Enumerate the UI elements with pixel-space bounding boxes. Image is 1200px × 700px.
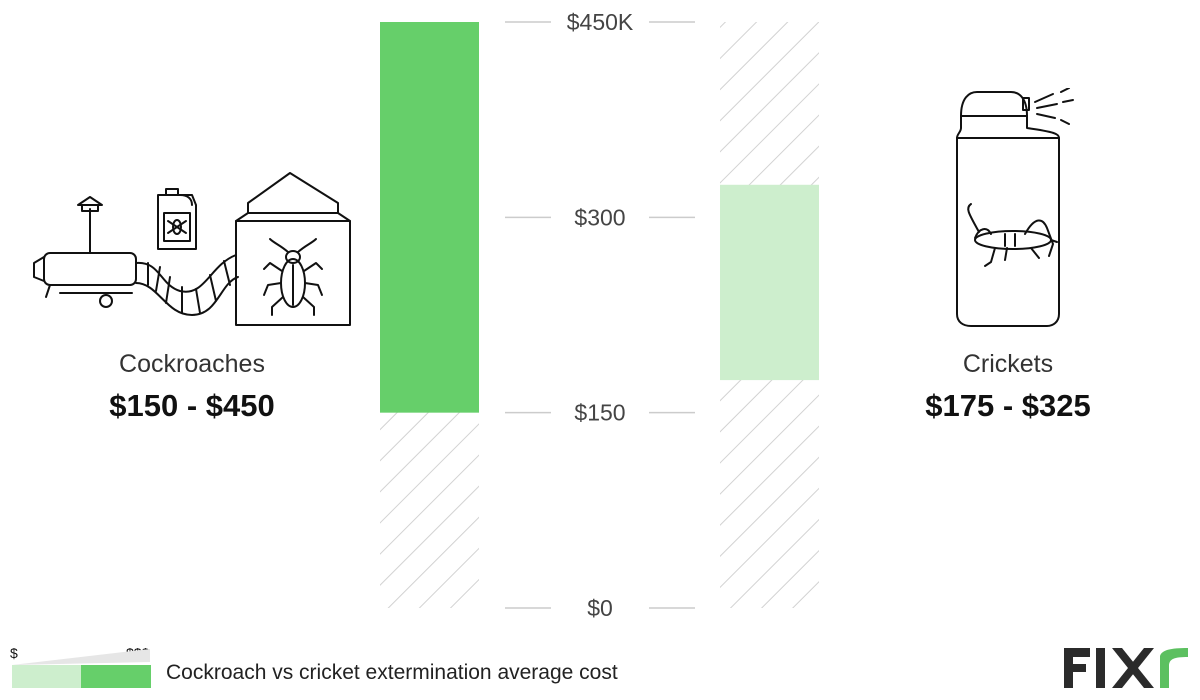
cricket-icon [967, 203, 1058, 267]
range-bar-cockroaches [380, 22, 479, 413]
fogger-machine-icon [33, 196, 239, 316]
legend-caption: Cockroach vs cricket extermination avera… [166, 661, 618, 684]
y-tick-label: $150 [574, 400, 625, 426]
spray-bottle-icon [956, 88, 1074, 327]
legend-low-label: $ [10, 645, 18, 661]
y-tick-label: $300 [574, 204, 625, 230]
cockroaches-cost-range: $150 - $450 [109, 388, 275, 423]
crickets-label: Crickets [962, 350, 1054, 378]
fixr-logo[interactable] [1062, 646, 1190, 690]
tented-house-icon [235, 172, 351, 326]
cockroach-icon [263, 238, 323, 316]
y-tick-label: $0 [587, 595, 613, 621]
pesticide-jug-icon [157, 188, 197, 250]
legend-scale-wedge [12, 649, 150, 665]
y-tick-label: $450K [567, 9, 634, 35]
cricket-spray-illustration [956, 88, 1074, 327]
range-bar-crickets [720, 184, 819, 381]
crickets-cost-range: $175 - $325 [925, 388, 1091, 423]
cockroaches-label: Cockroaches [119, 350, 265, 378]
legend-swatch-light [12, 665, 81, 688]
cost-legend: $ $$$ [10, 645, 170, 690]
cockroach-fumigation-illustration [33, 172, 351, 326]
legend-swatch-dark [81, 665, 151, 688]
